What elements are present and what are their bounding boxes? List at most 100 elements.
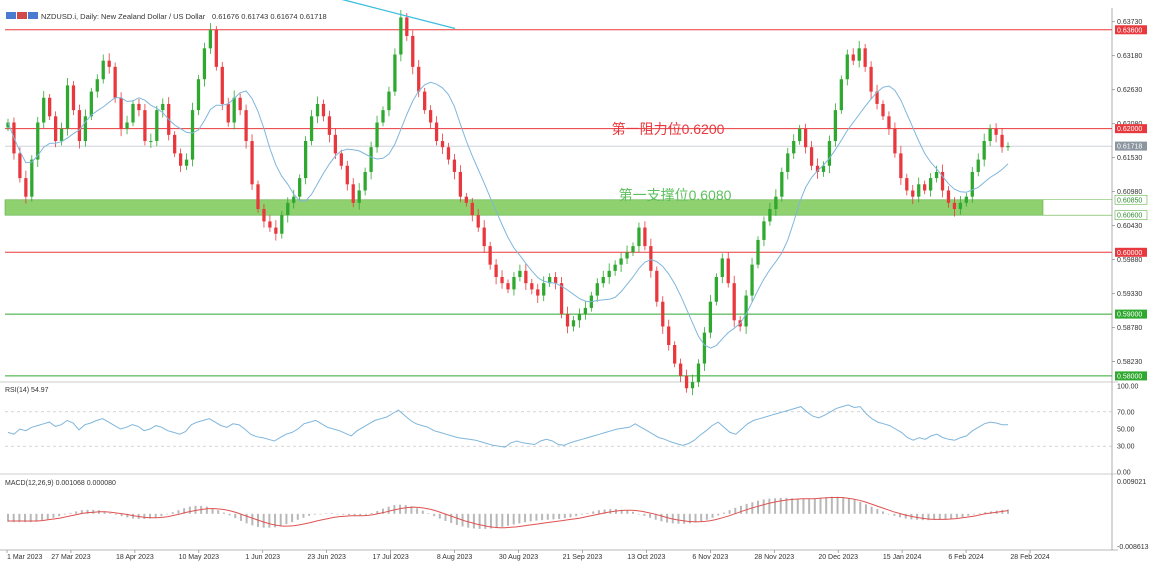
chart-type-icon[interactable]: [6, 12, 16, 19]
zone-price-tag: [1114, 194, 1148, 205]
macd-histogram-bar: [541, 513, 544, 521]
macd-histogram-bar: [836, 496, 839, 514]
candle-bear: [137, 103, 141, 111]
macd-histogram-bar: [768, 498, 771, 514]
macd-histogram-bar: [245, 513, 248, 524]
candle-bear: [869, 66, 873, 92]
macd-histogram-bar: [18, 513, 21, 523]
macd-histogram-bar: [342, 513, 345, 515]
macd-histogram-bar: [899, 513, 902, 518]
candle-bull: [798, 128, 802, 142]
overlay-layer: [341, 0, 456, 30]
candle-bear: [351, 184, 355, 203]
macd-title: MACD(12,26,9) 0.001068 0.000080: [5, 480, 116, 487]
candle-bull: [6, 122, 10, 128]
candle-bear: [53, 116, 58, 142]
candle-bear: [238, 97, 242, 111]
macd-histogram-bar: [859, 501, 862, 514]
candle-bear: [732, 283, 736, 321]
macd-histogram-bar: [580, 513, 583, 515]
macd-histogram-bar: [507, 513, 509, 526]
candle-bear: [428, 110, 433, 123]
candle-bear: [952, 202, 957, 210]
macd-histogram-bar: [319, 513, 322, 515]
candle-bull: [59, 128, 64, 142]
macd-histogram-bar: [847, 498, 850, 514]
candle-bear: [405, 17, 409, 36]
candle-bear: [321, 103, 326, 117]
time-tick-label: 30 Aug 2023: [499, 554, 538, 561]
zone-price-tag: [1114, 210, 1148, 221]
macd-histogram-bar: [825, 497, 828, 514]
candle-bull: [601, 277, 605, 284]
macd-histogram-bar: [114, 513, 117, 515]
candle-bull: [518, 270, 522, 278]
candle-bull: [756, 239, 760, 265]
candle-bull: [548, 277, 552, 284]
indicator-icon[interactable]: [17, 12, 27, 19]
macd-histogram-bar: [864, 504, 867, 514]
chart-title: NZDUSD.i, Daily: New Zealand Dollar / US…: [41, 12, 206, 21]
candle-bull: [988, 128, 992, 142]
time-tick-label: 17 Jul 2023: [373, 554, 409, 561]
candle-bear: [464, 196, 468, 203]
candle-bear: [524, 270, 528, 284]
level-price-tag-label: 0.60000: [1117, 250, 1142, 257]
candle-bear: [143, 110, 147, 142]
price-tick-label: 0.59880: [1117, 257, 1142, 264]
candle-bear: [71, 85, 76, 111]
macd-histogram-bar: [711, 513, 714, 518]
candle-bear: [649, 246, 653, 271]
macd-histogram-bar: [86, 509, 89, 514]
macd-histogram-bar: [7, 513, 9, 522]
macd-histogram-bar: [359, 513, 362, 516]
macd-tick-label: -0.008613: [1117, 544, 1149, 551]
candle-bear: [77, 110, 82, 142]
macd-histogram-bar: [228, 513, 231, 516]
candle-bear: [411, 35, 415, 67]
candle-bear: [440, 141, 445, 148]
candle-bull: [30, 159, 34, 197]
candle-bull: [375, 122, 379, 148]
macd-histogram-bar: [643, 513, 646, 516]
macd-histogram-bar: [632, 511, 634, 514]
macd-histogram-bar: [325, 513, 328, 515]
candle-bull: [857, 48, 861, 61]
macd-histogram-bar: [58, 513, 61, 517]
macd-histogram-bar: [421, 510, 424, 514]
candle-bull: [750, 264, 754, 296]
candle-bear: [173, 134, 177, 154]
macd-histogram-bar: [603, 509, 606, 514]
timeframe-icon[interactable]: [28, 12, 38, 19]
candle-bear: [458, 171, 463, 197]
macd-histogram-bar: [796, 498, 799, 514]
macd-histogram-bar: [978, 513, 981, 515]
candle-bull: [631, 246, 635, 253]
macd-histogram-bar: [399, 504, 402, 514]
macd-histogram-bar: [120, 513, 123, 517]
macd-histogram-bar: [785, 497, 788, 514]
macd-histogram-bar: [467, 513, 470, 528]
macd-histogram-bar: [842, 497, 845, 514]
macd-histogram-bar: [808, 499, 811, 514]
candle-bull: [786, 153, 790, 172]
macd-histogram-bar: [552, 513, 555, 520]
candle-bull: [381, 110, 385, 123]
price-tick-label: 0.58230: [1117, 359, 1142, 366]
candle-bear: [809, 147, 814, 166]
candle-bear: [274, 227, 278, 234]
time-tick-label: 27 Mar 2023: [51, 554, 90, 561]
macd-layer: [7, 496, 1009, 529]
candle-bull: [583, 307, 588, 315]
macd-histogram-bar: [887, 513, 890, 515]
candle-bull: [363, 171, 367, 191]
zones-layer: [4, 199, 1112, 216]
candle-bull: [298, 178, 302, 197]
macd-histogram-bar: [416, 508, 419, 514]
candle-bull: [702, 332, 707, 364]
zone-price-tag-label: 0.60850: [1117, 197, 1142, 204]
macd-histogram-bar: [149, 513, 152, 519]
macd-histogram-bar: [444, 513, 447, 521]
candle-bear: [339, 153, 343, 166]
time-tick-label: 6 Nov 2023: [692, 554, 728, 561]
